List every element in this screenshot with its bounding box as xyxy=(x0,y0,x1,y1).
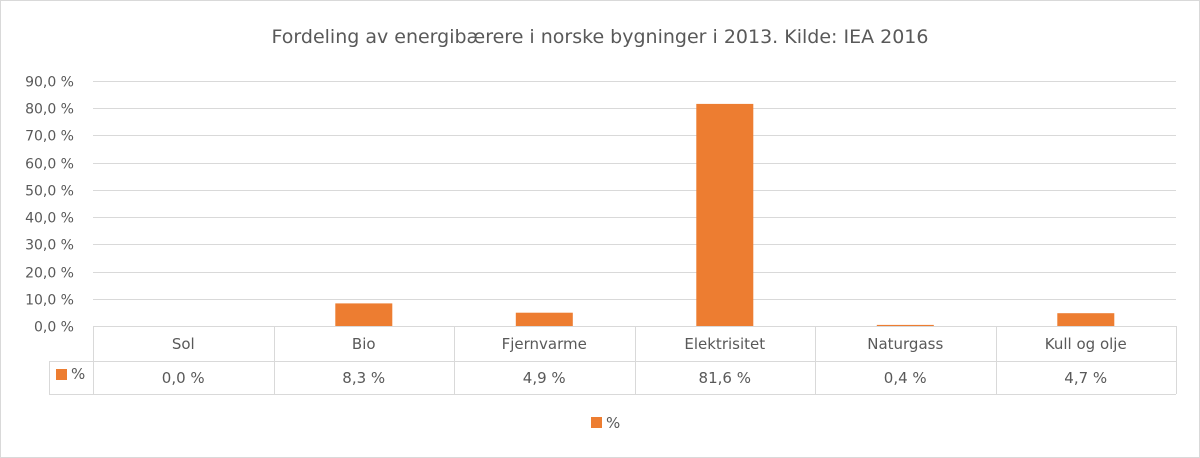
value-label: 4,7 % xyxy=(1064,369,1107,387)
category-label: Kull og olje xyxy=(1045,335,1127,353)
y-tick-label: 50,0 % xyxy=(25,184,74,200)
value-label: 81,6 % xyxy=(699,369,751,387)
bar xyxy=(1057,313,1115,326)
y-tick-label: 90,0 % xyxy=(25,75,74,91)
table-series-swatch xyxy=(56,369,67,380)
bar xyxy=(515,312,573,326)
y-tick-label: 40,0 % xyxy=(25,211,74,227)
bars xyxy=(335,103,1115,327)
table-series-name: % xyxy=(71,365,85,383)
y-tick-label: 30,0 % xyxy=(25,238,74,254)
chart-title: Fordeling av energibærere i norske bygni… xyxy=(272,26,929,48)
y-tick-label: 10,0 % xyxy=(25,293,74,309)
bar xyxy=(335,303,393,326)
bar xyxy=(696,103,754,327)
category-label: Sol xyxy=(172,335,195,353)
value-label: 4,9 % xyxy=(523,369,566,387)
y-axis: 0,0 % 10,0 % 20,0 % 30,0 % 40,0 % 50,0 % 60,0 … xyxy=(25,75,74,336)
y-tick-label: 20,0 % xyxy=(25,266,74,282)
legend-swatch xyxy=(591,417,602,428)
y-tick-label: 0,0 % xyxy=(34,320,74,336)
value-label: 8,3 % xyxy=(342,369,385,387)
gridlines xyxy=(93,81,1176,300)
data-table: Sol 0,0 % Bio 8,3 % Fjernvarme 4,9 % Elektrisi… xyxy=(49,326,1177,395)
y-tick-label: 80,0 % xyxy=(25,102,74,118)
category-label: Bio xyxy=(352,335,376,353)
category-label: Fjernvarme xyxy=(502,335,587,353)
y-tick-label: 70,0 % xyxy=(25,129,74,145)
value-label: 0,0 % xyxy=(162,369,205,387)
category-label: Elektrisitet xyxy=(684,335,765,353)
value-label: 0,4 % xyxy=(884,369,927,387)
legend-label: % xyxy=(606,414,620,432)
legend: % xyxy=(591,414,620,432)
y-tick-label: 60,0 % xyxy=(25,157,74,173)
bar xyxy=(876,324,934,326)
category-label: Naturgass xyxy=(867,335,943,353)
